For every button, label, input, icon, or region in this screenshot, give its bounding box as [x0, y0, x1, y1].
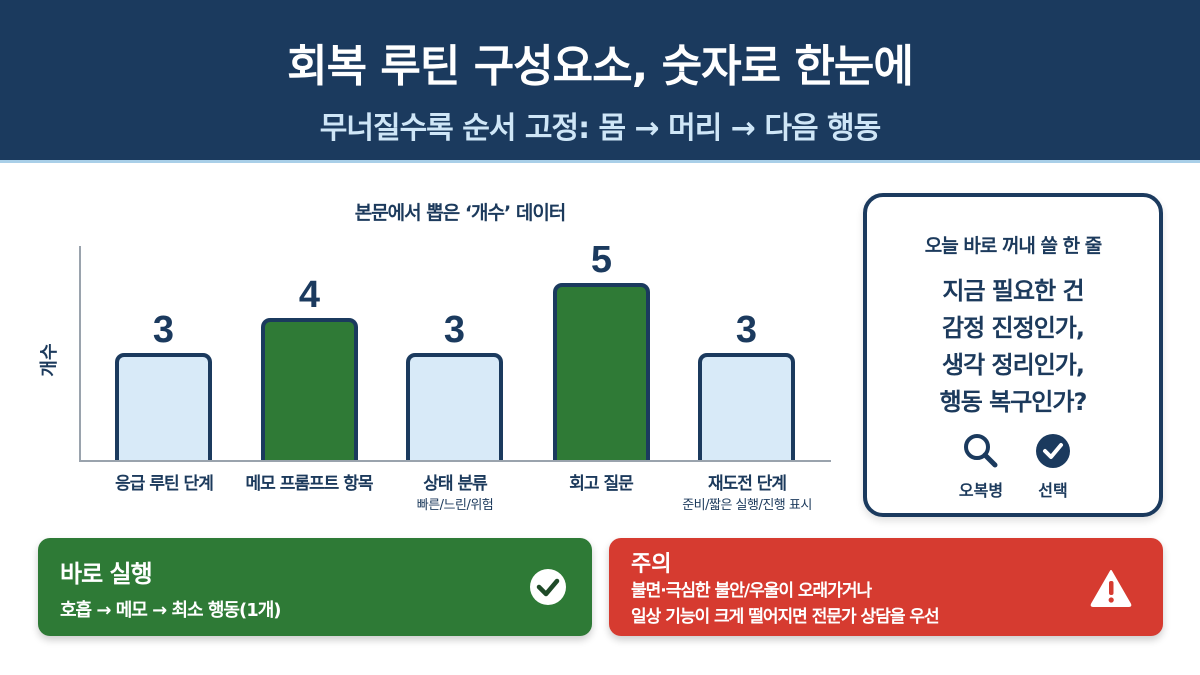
page-subtitle: 무너질수록 순서 고정: 몸 → 머리 → 다음 행동 — [319, 111, 881, 146]
tip-line: 감정 진정인가, — [942, 314, 1085, 342]
header-banner: 회복 루틴 구성요소, 숫자로 한눈에 무너질수록 순서 고정: 몸 → 머리 … — [0, 0, 1200, 163]
bar-memo-prompt-items — [261, 318, 358, 460]
category-label: 메모 프롬프트 항목 — [245, 474, 374, 494]
caution-line: 일상 기능이 크게 떨어지면 전문가 상담을 우선 — [631, 607, 940, 627]
page-title: 회복 루틴 구성요소, 숫자로 한눈에 — [287, 41, 914, 92]
action-text: 호흡 → 메모 → 최소 행동(1개) — [60, 600, 282, 621]
bar-retry-steps — [698, 353, 795, 460]
category-sublabel: 준비/짧은 실행/진행 표시 — [682, 498, 812, 513]
caution-box: 주의 불면·극심한 불안/우울이 오래가거나 일상 기능이 크게 떨어지면 전문… — [609, 538, 1163, 636]
category-label: 응급 루틴 단계 — [115, 474, 214, 494]
category-sublabel: 빠른/느린/위험 — [416, 498, 494, 513]
category-label: 재도전 단계 — [707, 474, 787, 494]
check-circle-icon — [1033, 431, 1073, 471]
action-box: 바로 실행 호흡 → 메모 → 최소 행동(1개) — [38, 538, 592, 636]
bar-state-classification — [406, 353, 503, 460]
search-icon-label: 오복병 — [958, 481, 1004, 500]
tip-body: 지금 필요한 건 감정 진정인가, 생각 정리인가, 행동 복구인가? — [867, 273, 1159, 421]
caution-line: 불면·극심한 불안/우울이 오래가거나 — [631, 581, 872, 601]
y-axis-label: 개수 — [39, 343, 60, 377]
category-label: 상태 분류 — [423, 474, 487, 494]
tip-line: 생각 정리인가, — [942, 351, 1085, 379]
x-axis — [79, 460, 831, 462]
tip-line: 지금 필요한 건 — [942, 277, 1084, 305]
search-icon — [961, 431, 1001, 471]
tip-line: 행동 복구인가? — [939, 388, 1088, 416]
y-axis — [79, 246, 81, 461]
tip-heading: 오늘 바로 꺼내 쓸 한 줄 — [924, 235, 1102, 257]
check-circle-icon — [528, 567, 568, 607]
warning-triangle-icon — [1089, 568, 1133, 608]
bar-reflection-questions — [553, 283, 650, 460]
bar-value: 3 — [152, 309, 175, 351]
bar-value: 3 — [735, 309, 758, 351]
bar-value: 3 — [443, 309, 466, 351]
bar-value: 5 — [590, 239, 613, 281]
chart-title: 본문에서 뽑은 ‘개수’ 데이터 — [354, 202, 567, 224]
bar-value: 4 — [298, 274, 321, 316]
caution-title: 주의 — [631, 552, 672, 577]
header-divider — [0, 160, 1200, 163]
tip-card: 오늘 바로 꺼내 쓸 한 줄 지금 필요한 건 감정 진정인가, 생각 정리인가… — [863, 193, 1163, 517]
action-title: 바로 실행 — [60, 560, 153, 588]
bar-emergency-routine-steps — [115, 353, 212, 460]
category-label: 회고 질문 — [569, 474, 633, 494]
check-icon-label: 선택 — [1038, 481, 1068, 500]
